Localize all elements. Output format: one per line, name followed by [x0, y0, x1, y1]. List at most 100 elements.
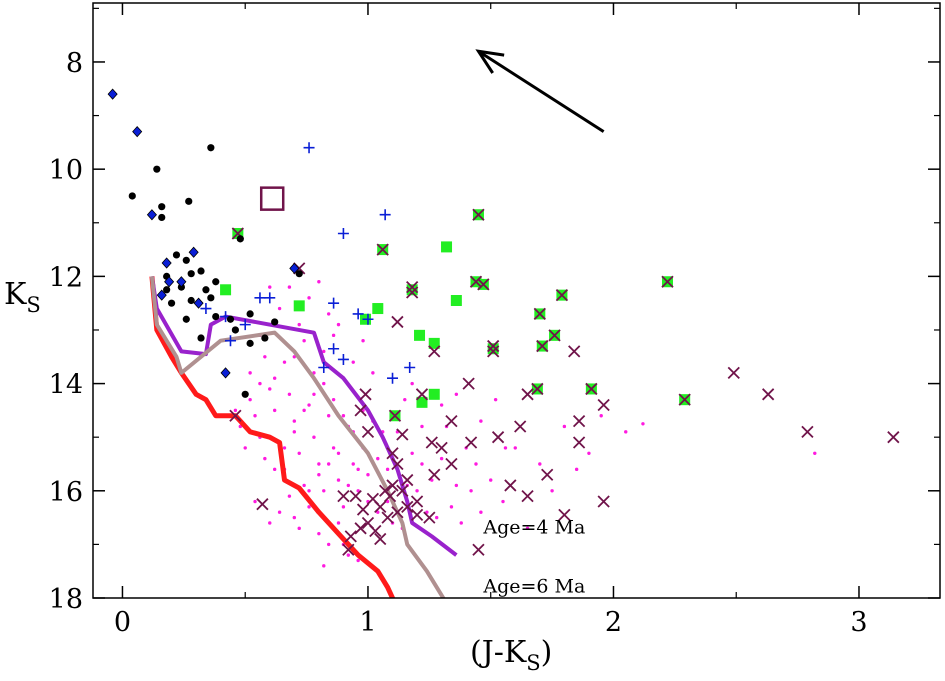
x-axis-title-close: )	[541, 635, 553, 670]
purple-cross-point-50	[435, 441, 448, 455]
magenta-dot-point-62	[641, 422, 645, 426]
purple-cross-point-7	[477, 278, 490, 291]
magenta-dot-point-104	[493, 397, 498, 402]
magenta-dot-point-123	[312, 392, 316, 397]
purple-cross-point-32	[568, 345, 581, 358]
purple-cross-point-49	[428, 468, 441, 481]
magenta-dot-point-109	[292, 515, 297, 520]
purple-cross-point-40	[887, 431, 900, 444]
black-dot-point-4	[153, 165, 161, 173]
magenta-dot-point-74	[322, 564, 326, 568]
green-square-point-6	[441, 241, 453, 253]
magenta-dot-point-41	[435, 515, 439, 520]
magenta-dot-point-7	[268, 387, 272, 391]
magenta-dot-point-89	[248, 371, 252, 375]
purple-cross-point-46	[391, 457, 404, 471]
purple-cross-point-69	[337, 490, 350, 503]
green-square-point-21	[414, 329, 426, 341]
black-dot-point-19	[226, 315, 235, 323]
magenta-dot-point-105	[503, 446, 508, 450]
magenta-dot-point-96	[326, 312, 331, 316]
magenta-dot-point-14	[302, 483, 306, 488]
magenta-dot-point-71	[336, 521, 341, 525]
purple-cross-point-63	[354, 522, 367, 535]
y-tick-label-4: 16	[49, 477, 83, 508]
magenta-dot-point-113	[336, 451, 341, 455]
green-square-point-7	[450, 295, 462, 306]
y-tick-label-3: 14	[49, 370, 83, 401]
magenta-dot-point-12	[292, 419, 297, 423]
purple-cross-point-34	[521, 490, 534, 503]
magenta-dot-point-45	[454, 483, 459, 488]
magenta-dot-point-87	[263, 355, 267, 359]
purple-cross-point-4	[406, 286, 419, 299]
purple-cross-point-9	[487, 345, 500, 358]
green-square-point-17	[220, 284, 232, 296]
x-tick-label-0: 0	[114, 607, 131, 638]
black-dot-point-20	[246, 310, 254, 318]
purple-cross-point-53	[410, 495, 424, 508]
black-dot-point-28	[271, 318, 279, 326]
magenta-dot-point-115	[356, 467, 360, 472]
magenta-dot-point-80	[331, 333, 336, 338]
magenta-dot-point-60	[599, 414, 603, 418]
magenta-dot-point-54	[525, 526, 530, 531]
magenta-dot-point-83	[361, 339, 365, 343]
purple-cross-point-15	[531, 382, 544, 396]
magenta-dot-point-44	[449, 505, 454, 509]
magenta-dot-point-111	[317, 473, 321, 477]
blue-diamond-point-9	[289, 262, 300, 274]
purple-cross-point-51	[445, 457, 458, 471]
purple-cross-point-13	[555, 289, 569, 302]
black-dot-point-24	[246, 339, 254, 347]
blue-plus-point-0	[303, 142, 315, 154]
magenta-dot-point-120	[282, 446, 287, 450]
purple-cross-point-43	[354, 404, 367, 417]
purple-cross-point-21	[388, 409, 402, 422]
black-dot-point-15	[163, 286, 171, 294]
magenta-dot-point-50	[479, 510, 483, 514]
purple-cross-point-70	[349, 490, 362, 503]
magenta-dot-point-13	[297, 451, 301, 455]
magenta-dot-point-21	[336, 478, 341, 482]
magenta-dot-point-18	[322, 489, 326, 493]
green-square-point-19	[372, 303, 384, 315]
magenta-dot-point-64	[268, 521, 272, 525]
magenta-dot-point-88	[258, 381, 262, 386]
magenta-dot-point-84	[371, 371, 375, 375]
magenta-dot-point-98	[403, 397, 407, 402]
purple-cross-point-48	[425, 436, 438, 449]
blue-plus-point-10	[352, 308, 364, 320]
purple-cross-point-3	[406, 280, 419, 294]
blue-plus-point-9	[328, 297, 340, 309]
blue-plus-point-6	[200, 303, 212, 315]
purple-cross-point-33	[597, 398, 610, 412]
blue-plus-point-5	[239, 319, 251, 331]
purple-cross-point-71	[383, 490, 397, 503]
magenta-dot-point-24	[351, 462, 355, 466]
purple-cross-point-30	[572, 414, 586, 428]
black-dot-point-27	[236, 235, 244, 243]
purple-cross-point-65	[369, 524, 382, 538]
purple-cross-point-28	[541, 468, 554, 481]
purple-cross-point-24	[464, 436, 478, 449]
magenta-dot-point-4	[253, 414, 257, 418]
purple-cross-point-59	[401, 500, 414, 514]
purple-cross-point-27	[521, 388, 534, 401]
tan-6ma-line	[149, 276, 446, 598]
blue-diamond-point-1	[132, 126, 143, 138]
purple-cross-point-19	[428, 345, 441, 358]
box-point-0	[259, 186, 285, 211]
black-dot-point-26	[295, 270, 303, 278]
black-dot-point-23	[231, 326, 239, 334]
purple-cross-point-18	[391, 315, 404, 329]
magenta-dot-point-2	[243, 446, 247, 450]
purple-cross-point-38	[762, 388, 775, 401]
magenta-dot-point-49	[474, 462, 478, 466]
purple-cross-point-58	[391, 506, 404, 519]
magenta-dot-point-106	[813, 451, 817, 455]
magenta-dot-point-19	[326, 414, 331, 418]
purple-cross-point-52	[401, 473, 414, 487]
purple-cross-point-45	[386, 447, 399, 460]
